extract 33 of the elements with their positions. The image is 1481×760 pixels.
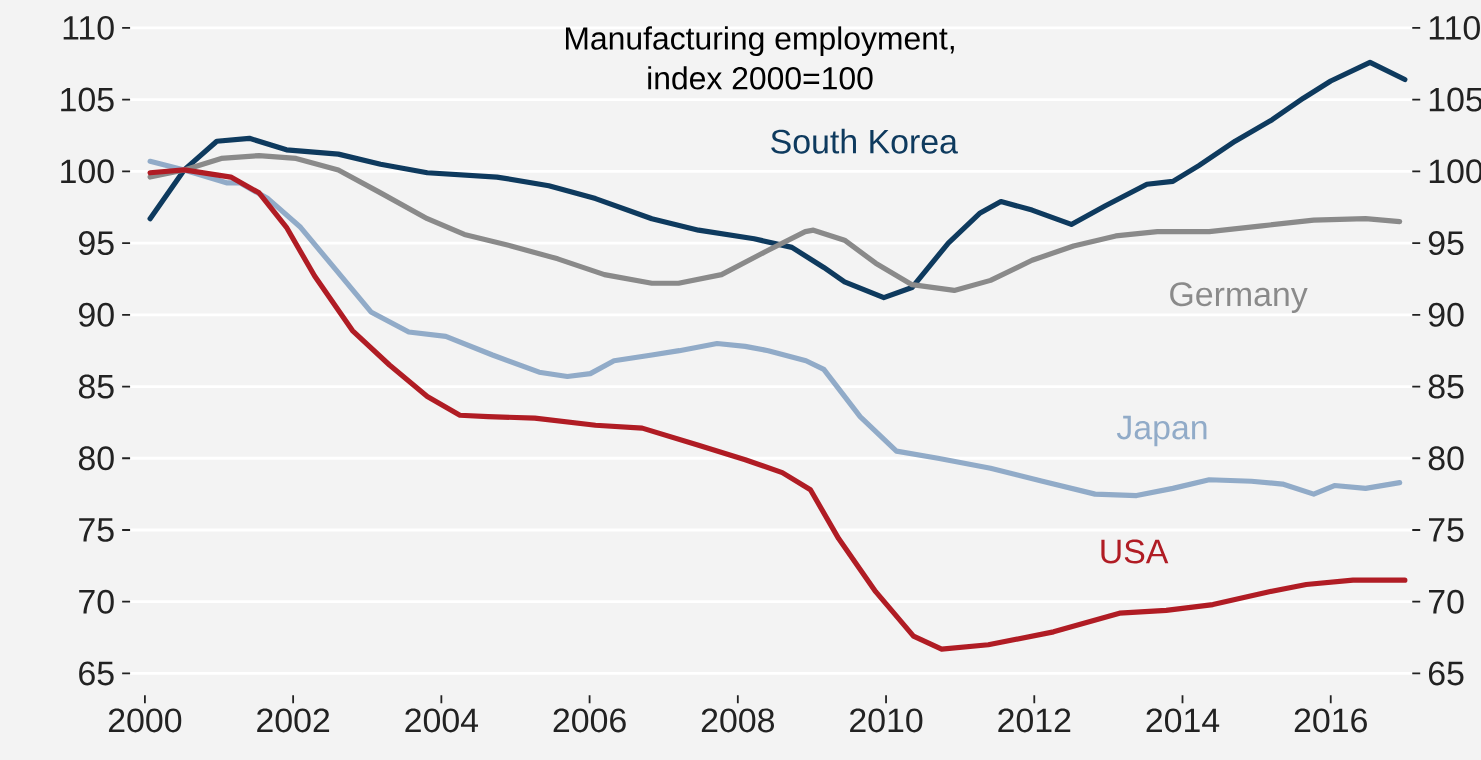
y2-tick-label: 90 bbox=[1428, 302, 1464, 327]
series-label: Japan bbox=[1116, 415, 1207, 447]
x-tick-label: 2010 bbox=[850, 708, 923, 733]
x-tick-label: 2002 bbox=[257, 708, 330, 733]
y-tick-label: 95 bbox=[79, 231, 114, 256]
y-tick-label: 70 bbox=[79, 589, 114, 614]
y2-tick-label: 80 bbox=[1428, 446, 1464, 471]
y2-tick-label: 70 bbox=[1429, 589, 1464, 614]
x-tick-label: 2012 bbox=[998, 708, 1071, 733]
y-tick-label: 85 bbox=[78, 374, 114, 399]
y-tick-label: 100 bbox=[61, 159, 114, 184]
y-tick-label: 105 bbox=[61, 87, 114, 112]
series-label: South Korea bbox=[771, 128, 958, 154]
y-tick-label: 75 bbox=[79, 518, 114, 542]
y-tick-label: 110 bbox=[63, 15, 114, 40]
series-label: USA bbox=[1101, 539, 1169, 564]
y2-tick-label: 85 bbox=[1428, 374, 1464, 399]
series-label: Germany bbox=[1170, 282, 1308, 313]
x-tick-label: 2016 bbox=[1294, 708, 1367, 733]
y-tick-label: 80 bbox=[78, 446, 114, 471]
x-tick-label: 2000 bbox=[108, 708, 182, 733]
y-tick-label: 65 bbox=[79, 661, 114, 686]
y2-tick-label: 95 bbox=[1428, 231, 1464, 256]
x-tick-label: 2006 bbox=[553, 708, 626, 733]
x-tick-label: 2008 bbox=[701, 708, 775, 733]
y2-tick-label: 110 bbox=[1429, 15, 1480, 40]
y2-tick-label: 75 bbox=[1429, 518, 1464, 542]
y2-tick-label: 65 bbox=[1428, 661, 1464, 686]
x-tick-label: 2004 bbox=[405, 708, 479, 733]
chart-title: Manufacturing employment, bbox=[565, 26, 954, 56]
y-tick-label: 90 bbox=[79, 302, 114, 327]
text: index 2000=100 bbox=[648, 66, 873, 90]
x-tick-label: 2014 bbox=[1146, 708, 1220, 733]
